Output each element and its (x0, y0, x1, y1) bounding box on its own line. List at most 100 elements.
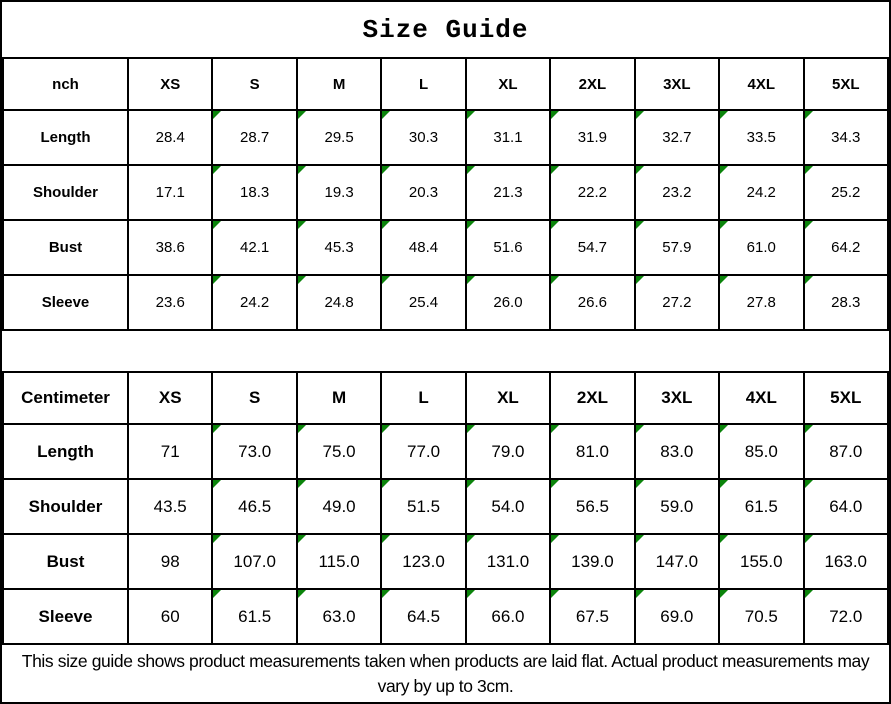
measurement-value: 64.5 (406, 606, 441, 626)
measurement-value-cell: 115.0 (295, 533, 383, 590)
comment-marker-icon (721, 591, 729, 598)
measurement-value-cell: 31.1 (464, 109, 552, 166)
measurement-value-cell: 20.3 (380, 164, 467, 221)
measurement-value: 87.0 (829, 441, 863, 461)
measurement-value-cell: 61.0 (718, 219, 805, 276)
table-row: Length 28.4 28.7 29.5 30.3 31.1 31.9 32.7 33.5 34… (2, 109, 889, 166)
measurement-value: 51.5 (406, 496, 441, 516)
footer-note: This size guide shows product measuremen… (21, 650, 870, 696)
measurement-value-cell: 19.3 (295, 164, 383, 221)
measurement-value-cell: 67.5 (549, 588, 636, 645)
comment-marker-icon (298, 112, 306, 119)
measurement-value: 30.3 (408, 129, 439, 146)
measurement-value: 28.3 (831, 294, 861, 311)
comment-marker-icon (805, 536, 813, 543)
comment-marker-icon (805, 481, 813, 488)
size-column-header: XS (126, 371, 214, 425)
measurement-value-cell: 81.0 (549, 423, 636, 480)
measurement-value: 24.2 (746, 184, 776, 201)
comment-marker-icon (552, 426, 560, 433)
measurement-value: 32.7 (662, 129, 692, 146)
measurement-value-cell: 45.3 (295, 219, 383, 276)
measurement-value: 26.0 (493, 294, 523, 311)
comment-marker-icon (214, 536, 222, 543)
comment-marker-icon (214, 112, 222, 119)
table-row: Sleeve 60 61.5 63.0 64.5 66.0 67.5 69.0 70.5 72.0 (2, 588, 889, 645)
size-column-header: L (380, 371, 467, 425)
measurement-value: 163.0 (824, 551, 868, 571)
comment-marker-icon (298, 426, 306, 433)
measurement-value: 77.0 (406, 441, 441, 461)
size-column-header: 3XL (633, 57, 721, 111)
measurement-value: 42.1 (240, 239, 270, 256)
measurement-value-cell: 56.5 (549, 478, 636, 535)
table-row: Length 71 73.0 75.0 77.0 79.0 81.0 83.0 85.0 87.0 (2, 423, 889, 480)
unit-label-cell: nch (2, 57, 129, 111)
measurement-value: 56.5 (575, 496, 609, 516)
table-spacer (2, 331, 889, 371)
measurement-value-cell: 23.2 (633, 164, 721, 221)
measurement-value: 61.5 (238, 606, 272, 626)
comment-marker-icon (636, 536, 644, 543)
measurement-label-cell: Shoulder (2, 164, 129, 221)
comment-marker-icon (636, 112, 644, 119)
measurement-value-cell: 163.0 (802, 533, 889, 590)
comment-marker-icon (805, 426, 813, 433)
measurement-value-cell: 26.6 (549, 274, 636, 331)
measurement-value: 17.1 (155, 184, 185, 201)
measurement-value-cell: 22.2 (549, 164, 636, 221)
measurement-value-cell: 63.0 (295, 588, 383, 645)
measurement-value: 64.0 (829, 496, 863, 516)
measurement-value-cell: 24.2 (211, 274, 298, 331)
comment-marker-icon (467, 426, 475, 433)
measurement-value: 60 (160, 606, 180, 626)
measurement-value-cell: 33.5 (718, 109, 805, 166)
measurement-value: 61.0 (746, 239, 776, 256)
measurement-value-cell: 28.4 (126, 109, 214, 166)
measurement-value-cell: 38.6 (126, 219, 214, 276)
measurement-label-cell: Length (2, 423, 129, 480)
size-column-header: 2XL (549, 57, 636, 111)
measurement-value-cell: 69.0 (633, 588, 721, 645)
measurement-value-cell: 42.1 (211, 219, 298, 276)
comment-marker-icon (214, 167, 222, 174)
measurement-label-cell: Sleeve (2, 274, 129, 331)
size-column-header: 5XL (802, 371, 889, 425)
measurement-value-cell: 155.0 (718, 533, 805, 590)
measurement-value: 46.5 (238, 496, 272, 516)
comment-marker-icon (552, 536, 560, 543)
measurement-value-cell: 87.0 (802, 423, 889, 480)
comment-marker-icon (721, 536, 729, 543)
measurement-value: 139.0 (571, 551, 614, 571)
comment-marker-icon (467, 222, 475, 229)
comment-marker-icon (552, 222, 560, 229)
measurement-value: 147.0 (655, 551, 699, 571)
measurement-value: 26.6 (577, 294, 607, 311)
measurement-value: 25.2 (831, 184, 861, 201)
measurement-value-cell: 27.8 (718, 274, 805, 331)
comment-marker-icon (636, 167, 644, 174)
measurement-value-cell: 32.7 (633, 109, 721, 166)
measurement-label-cell: Sleeve (2, 588, 129, 645)
comment-marker-icon (636, 481, 644, 488)
comment-marker-icon (805, 222, 813, 229)
measurement-value: 48.4 (408, 239, 439, 256)
comment-marker-icon (383, 536, 391, 543)
size-column-header: XS (126, 57, 214, 111)
comment-marker-icon (467, 481, 475, 488)
comment-marker-icon (383, 426, 391, 433)
measurement-value: 131.0 (486, 551, 530, 571)
comment-marker-icon (298, 591, 306, 598)
comment-marker-icon (298, 167, 306, 174)
measurement-value: 64.2 (831, 239, 861, 256)
table-row: Bust 98 107.0 115.0 123.0 131.0 139.0 147.0 155.… (2, 533, 889, 590)
measurement-value-cell: 27.2 (633, 274, 721, 331)
comment-marker-icon (552, 167, 560, 174)
comment-marker-icon (298, 481, 306, 488)
measurement-value: 67.5 (575, 606, 609, 626)
size-column-header: XL (464, 57, 552, 111)
measurement-value: 51.6 (493, 239, 523, 256)
measurement-value: 115.0 (318, 551, 360, 571)
inch-size-table: nch XS S M L XL 2XL 3XL 4XL 5XL Length 28.4 28.7 29.5… (2, 57, 889, 331)
comment-marker-icon (383, 591, 391, 598)
